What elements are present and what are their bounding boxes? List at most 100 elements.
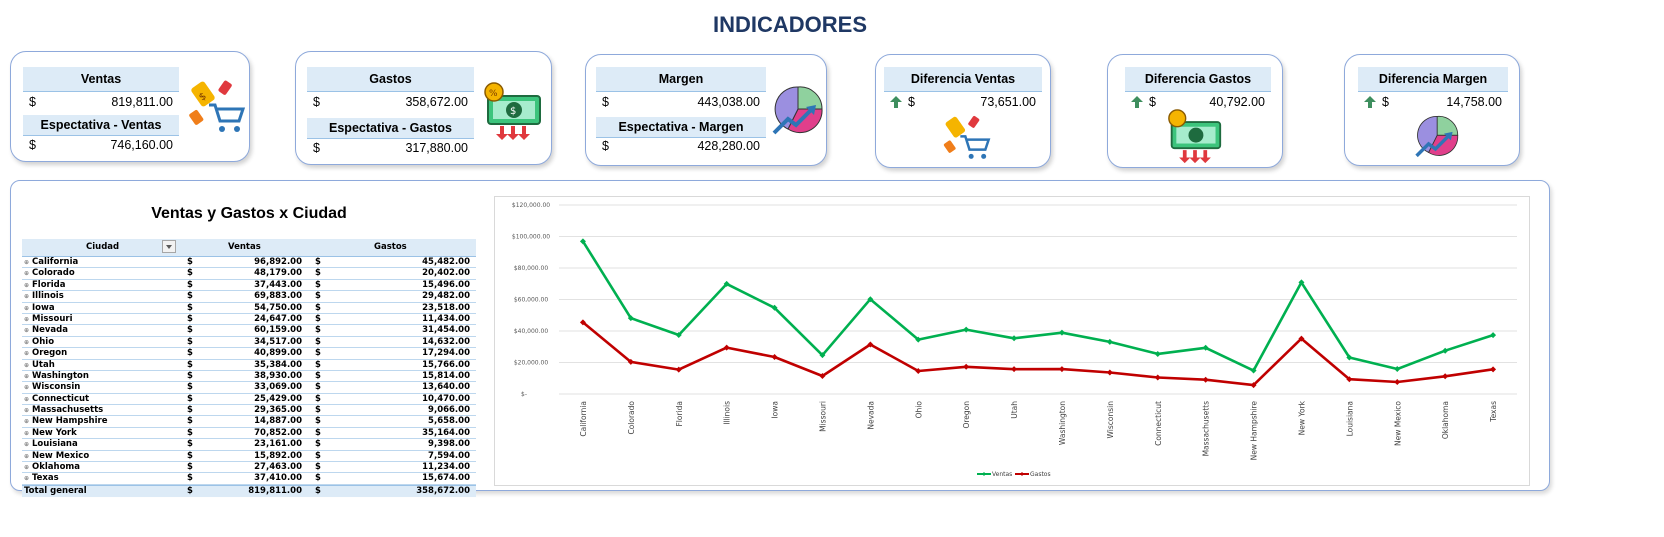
expand-icon[interactable]: ⊕ xyxy=(24,315,30,323)
expand-icon[interactable]: ⊕ xyxy=(24,418,30,426)
pie-growth-chart-icon xyxy=(772,86,823,135)
expand-icon[interactable]: ⊕ xyxy=(24,259,30,266)
data-point-gastos xyxy=(1442,373,1449,380)
expenses-cell: 29,482.00 xyxy=(422,291,470,302)
city-cell[interactable]: ⊕ Ohio xyxy=(24,336,55,347)
city-cell[interactable]: ⊕ Oklahoma xyxy=(24,462,81,473)
expenses-currency: $ xyxy=(315,291,321,302)
expand-icon[interactable]: ⊕ xyxy=(24,304,30,312)
city-cell[interactable]: ⊕ Missouri xyxy=(24,313,73,324)
table-row: ⊕ New Mexico $15,892.00 $7,594.00 xyxy=(22,450,476,463)
kpi-dif-margen-label: Diferencia Margen xyxy=(1358,67,1508,92)
city-cell[interactable]: ⊕ New Hampshire xyxy=(24,416,108,427)
expand-icon[interactable]: ⊕ xyxy=(24,395,30,403)
kpi-ventas-expectation-label: Espectativa - Ventas xyxy=(23,115,179,136)
expand-icon[interactable]: ⊕ xyxy=(24,384,30,392)
total-label: Total general xyxy=(24,485,87,496)
city-cell[interactable]: ⊕ Washington xyxy=(24,370,89,381)
expenses-currency: $ xyxy=(315,302,321,313)
expenses-currency: $ xyxy=(315,336,321,347)
expenses-currency: $ xyxy=(315,450,321,461)
data-point-ventas xyxy=(1106,338,1113,345)
expenses-currency: $ xyxy=(315,325,321,336)
expand-icon[interactable]: ⊕ xyxy=(24,361,30,369)
kpi-card-dif-ventas: Diferencia Ventas $73,651.00 xyxy=(875,54,1051,168)
expand-icon[interactable]: ⊕ xyxy=(24,372,30,380)
table-row: ⊕ California $96,892.00 $45,482.00 xyxy=(22,257,476,269)
kpi-dif-margen-value: $14,758.00 xyxy=(1358,93,1508,111)
city-cell[interactable]: ⊕ California xyxy=(24,257,79,267)
x-tick-label: Louisiana xyxy=(1345,401,1354,436)
sales-currency: $ xyxy=(187,370,193,381)
data-point-gastos xyxy=(1106,369,1113,376)
svg-text:$: $ xyxy=(510,106,516,117)
sales-cell: 29,365.00 xyxy=(254,405,302,416)
kpi-ventas-label: Ventas xyxy=(23,67,179,92)
table-row: ⊕ Colorado $48,179.00 $20,402.00 xyxy=(22,268,476,280)
header-sales: Ventas xyxy=(228,242,261,252)
filter-dropdown-button[interactable] xyxy=(162,240,176,253)
sales-currency: $ xyxy=(187,393,193,404)
city-cell[interactable]: ⊕ Texas xyxy=(24,473,59,484)
city-cell[interactable]: ⊕ Colorado xyxy=(24,268,75,279)
expand-icon[interactable]: ⊕ xyxy=(24,464,30,472)
expenses-cell: 9,066.00 xyxy=(428,405,470,416)
data-point-gastos xyxy=(1394,379,1401,386)
data-point-gastos xyxy=(1490,366,1497,373)
expand-icon[interactable]: ⊕ xyxy=(24,475,30,483)
expenses-cell: 15,814.00 xyxy=(422,370,470,381)
data-point-gastos xyxy=(627,358,634,365)
city-cell[interactable]: ⊕ Nevada xyxy=(24,325,68,336)
expand-icon[interactable]: ⊕ xyxy=(24,327,30,335)
expenses-cell: 7,594.00 xyxy=(428,450,470,461)
sales-cell: 54,750.00 xyxy=(254,302,302,313)
data-point-gastos xyxy=(771,353,778,360)
data-point-gastos xyxy=(1250,382,1257,389)
header-expenses: Gastos xyxy=(374,242,407,252)
expand-icon[interactable]: ⊕ xyxy=(24,293,30,301)
table-row: ⊕ Florida $37,443.00 $15,496.00 xyxy=(22,279,476,292)
kpi-card-margen: Margen $443,038.00 Espectativa - Margen … xyxy=(585,54,827,166)
y-tick-label: $20,000.00 xyxy=(514,360,549,367)
expenses-currency: $ xyxy=(315,359,321,370)
sales-cell: 35,384.00 xyxy=(254,359,302,370)
sales-currency: $ xyxy=(187,313,193,324)
sales-cell: 14,887.00 xyxy=(254,416,302,427)
city-cell[interactable]: ⊕ Utah xyxy=(24,359,55,370)
expenses-currency: $ xyxy=(315,427,321,438)
sales-currency: $ xyxy=(187,382,193,393)
city-cell[interactable]: ⊕ Wisconsin xyxy=(24,382,81,393)
city-cell[interactable]: ⊕ New York xyxy=(24,427,77,438)
data-point-ventas xyxy=(1346,354,1353,361)
expand-icon[interactable]: ⊕ xyxy=(24,338,30,346)
expenses-cell: 9,398.00 xyxy=(428,439,470,450)
expand-icon[interactable]: ⊕ xyxy=(24,452,30,460)
data-point-ventas xyxy=(1058,329,1065,336)
city-cell[interactable]: ⊕ Oregon xyxy=(24,348,68,359)
x-tick-label: Nevada xyxy=(866,401,875,430)
data-point-ventas xyxy=(1490,332,1497,339)
sales-cell: 24,647.00 xyxy=(254,313,302,324)
expand-icon[interactable]: ⊕ xyxy=(24,270,30,278)
city-cell[interactable]: ⊕ Iowa xyxy=(24,302,55,313)
expenses-currency: $ xyxy=(315,405,321,416)
expenses-currency: $ xyxy=(315,257,321,267)
money-down-icon xyxy=(1168,109,1222,164)
expand-icon[interactable]: ⊕ xyxy=(24,441,30,449)
expand-icon[interactable]: ⊕ xyxy=(24,407,30,415)
y-tick-label: $120,000.00 xyxy=(512,202,550,209)
expand-icon[interactable]: ⊕ xyxy=(24,429,30,437)
sales-currency: $ xyxy=(187,325,193,336)
expenses-cell: 10,470.00 xyxy=(422,393,470,404)
expenses-cell: 15,496.00 xyxy=(422,279,470,290)
expand-icon[interactable]: ⊕ xyxy=(24,350,30,358)
city-cell[interactable]: ⊕ Connecticut xyxy=(24,393,90,404)
city-cell[interactable]: ⊕ Louisiana xyxy=(24,439,78,450)
city-cell[interactable]: ⊕ Illinois xyxy=(24,291,64,302)
city-cell[interactable]: ⊕ Massachusetts xyxy=(24,405,104,416)
expenses-currency: $ xyxy=(315,268,321,279)
city-cell[interactable]: ⊕ New Mexico xyxy=(24,450,90,461)
data-point-gastos xyxy=(1298,335,1305,342)
city-cell[interactable]: ⊕ Florida xyxy=(24,279,66,290)
expand-icon[interactable]: ⊕ xyxy=(24,281,30,289)
